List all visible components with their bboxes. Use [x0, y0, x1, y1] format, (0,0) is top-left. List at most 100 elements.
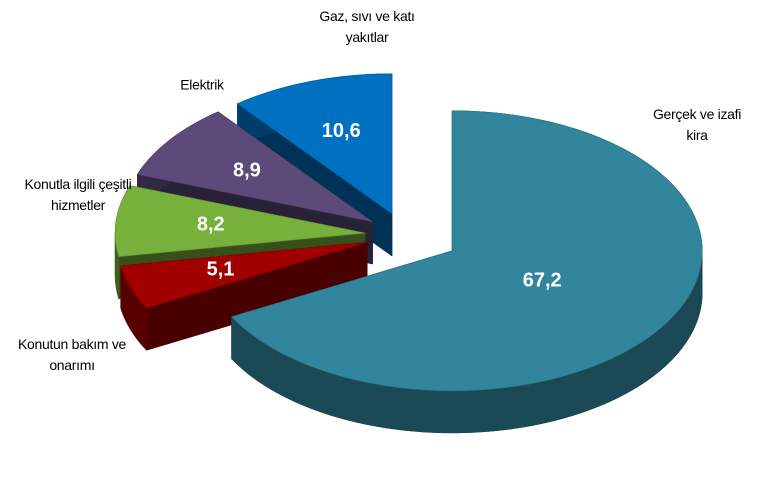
slice-side-face	[270, 346, 277, 393]
slice-side-face	[691, 286, 695, 333]
slice-side-face	[127, 280, 130, 329]
slice-side-face	[413, 388, 422, 433]
slice-side-face	[265, 343, 272, 390]
slice-side-face	[384, 385, 393, 430]
slice-side-face	[251, 333, 257, 381]
slice-side-face	[231, 316, 236, 364]
slice-side-face	[481, 389, 490, 433]
slice-side-face	[399, 387, 408, 431]
slice-side-face	[585, 366, 593, 412]
slice-side-face	[681, 301, 686, 349]
slice-side-face	[651, 331, 657, 378]
slice-side-face	[524, 383, 533, 428]
slice-side-face	[615, 353, 623, 399]
slice-side-face	[428, 389, 437, 433]
slice-side-face	[421, 389, 430, 433]
slice-side-face	[370, 382, 379, 427]
slice-side-face	[275, 349, 282, 396]
slice-side-face	[142, 303, 147, 351]
slice-side-face	[621, 350, 628, 397]
slice-side-face	[120, 265, 123, 312]
slice-side-face	[642, 337, 648, 385]
slice-side-face	[503, 386, 512, 431]
value-label: 67,2	[523, 269, 562, 291]
value-label: 8,9	[233, 159, 261, 181]
slice-side-face	[443, 390, 452, 434]
slice-side-face	[377, 384, 386, 429]
slice	[136, 111, 373, 223]
slice-side-face	[139, 300, 144, 348]
slice-side-face	[310, 365, 318, 412]
slice-side-face	[356, 379, 364, 425]
slice-side-face	[684, 297, 688, 346]
slice-side-face	[451, 390, 460, 434]
slice-side-face	[656, 327, 661, 375]
slice-side-face	[242, 326, 248, 374]
slice-side-face	[510, 385, 519, 430]
slice-side-face	[495, 387, 504, 431]
slice-side-face	[488, 388, 497, 432]
slice-side-face	[286, 355, 294, 402]
slice-side-face	[664, 320, 669, 368]
slice-side-face	[292, 358, 299, 404]
slice-side-face	[342, 376, 351, 421]
slice-side-face	[329, 372, 337, 418]
slice-side-face	[546, 378, 554, 423]
slice-side-face	[647, 334, 653, 381]
value-label: 8,2	[197, 214, 225, 236]
slice-side-face	[234, 319, 240, 367]
slice-side-face	[671, 312, 676, 361]
slice-side-face	[566, 372, 574, 418]
category-label: Konutun bakım ve onarımı	[17, 336, 127, 373]
slice-side-face	[131, 288, 135, 337]
slice-side-face	[458, 390, 467, 434]
slice-side-face	[559, 374, 568, 420]
slice-side-face	[473, 389, 482, 433]
category-label: Elektrik	[180, 76, 224, 93]
slice	[114, 185, 366, 257]
slice-side-face	[604, 358, 611, 405]
slice-side-face	[660, 323, 665, 371]
slice-side-face	[298, 360, 305, 407]
slice-side-face	[129, 284, 133, 333]
value-label: 10,6	[322, 120, 361, 142]
slice-side-face	[632, 344, 638, 391]
category-label: Konutla ilgili çeşitli hizmetler	[24, 176, 132, 213]
slice-side-face	[466, 390, 475, 433]
slice	[236, 73, 393, 215]
slice-side-face	[391, 386, 400, 431]
slice-side-face	[363, 381, 371, 426]
category-label: Gaz, sıvı ve katı yakıtlar	[319, 8, 415, 45]
slice-side-face	[598, 361, 605, 407]
slice-side-face	[238, 323, 244, 371]
slice-side-face	[316, 368, 324, 414]
slice-side-face	[436, 390, 445, 434]
slice-side-face	[553, 376, 561, 422]
slice-side-face	[349, 378, 357, 423]
slice-side-face	[260, 340, 267, 387]
slice-side-face	[579, 368, 587, 414]
slice-side-face	[134, 292, 138, 341]
slice-side-face	[517, 384, 526, 429]
slice-side-face	[689, 289, 693, 338]
slice-side-face	[136, 296, 141, 344]
slice-side-face	[626, 347, 633, 394]
slice-side-face	[687, 293, 691, 342]
slice-side-face	[668, 316, 673, 364]
slice	[231, 110, 703, 392]
slice-side-face	[678, 305, 683, 353]
slice-side-face	[573, 370, 581, 416]
value-label: 5,1	[207, 259, 235, 281]
slice-side-face	[255, 337, 262, 384]
slice-side-face	[281, 352, 288, 399]
slice-side-face	[246, 330, 252, 378]
slice-side-face	[322, 370, 331, 416]
slice-side-face	[539, 380, 547, 425]
slice-side-face	[532, 381, 540, 426]
slice-side-face	[406, 388, 415, 432]
slice-side-face	[675, 309, 680, 357]
slice-side-face	[336, 374, 344, 420]
category-label: Gerçek ve izafi kira	[652, 106, 742, 143]
